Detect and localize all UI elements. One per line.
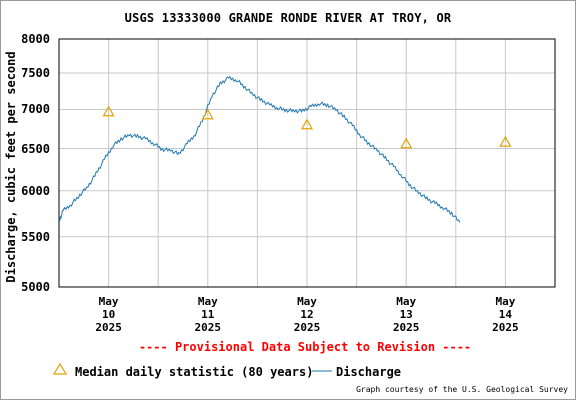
legend-median-label: Median daily statistic (80 years) (75, 365, 314, 379)
median-point (102, 105, 115, 117)
x-tick-day: 14 (498, 308, 513, 321)
x-tick-year: 2025 (392, 321, 420, 334)
median-point (201, 108, 214, 120)
x-tick-day: 12 (300, 308, 314, 321)
x-tick-month: May (396, 295, 417, 308)
discharge-series-line (58, 75, 461, 223)
y-tick-label: 5500 (21, 229, 50, 244)
y-axis-label: Discharge, cubic feet per second (4, 51, 18, 283)
x-tick-label: May 14 2025 (475, 295, 535, 334)
x-tick-label: May 11 2025 (178, 295, 238, 334)
x-tick-year: 2025 (95, 321, 122, 334)
provisional-note: ---- Provisional Data Subject to Revisio… (138, 340, 472, 354)
chart-title: USGS 13333000 GRANDE RONDE RIVER AT TROY… (124, 11, 452, 25)
courtesy-note: Graph courtesy of the U.S. Geological Su… (356, 385, 568, 394)
x-tick-month: May (495, 295, 516, 308)
x-tick-day: 10 (101, 308, 116, 321)
median-point (400, 137, 413, 149)
y-tick-label: 7500 (21, 66, 50, 81)
legend-discharge-label: Discharge (336, 365, 402, 379)
x-tick-year: 2025 (492, 321, 519, 334)
legend-triangle-icon (53, 363, 67, 375)
y-tick-label: 5000 (21, 280, 50, 294)
x-tick-year: 2025 (194, 321, 222, 334)
y-tick-label: 6500 (21, 141, 50, 156)
x-tick-day: 11 (201, 308, 215, 321)
x-tick-day: 13 (399, 308, 413, 321)
plot-area-border (58, 38, 556, 288)
median-point (300, 118, 314, 130)
x-tick-label: May 10 2025 (79, 295, 139, 334)
x-tick-month: May (297, 295, 317, 308)
legend-line-icon (312, 370, 332, 372)
y-tick-label: 6000 (21, 183, 50, 198)
x-tick-year: 2025 (293, 321, 321, 334)
y-tick-label: 7000 (21, 102, 50, 117)
x-tick-month: May (197, 295, 218, 308)
x-tick-month: May (98, 295, 119, 308)
x-tick-label: May 13 2025 (376, 295, 436, 334)
median-point (499, 135, 512, 147)
y-tick-label: 8000 (21, 32, 50, 46)
x-tick-label: May 12 2025 (277, 295, 337, 334)
